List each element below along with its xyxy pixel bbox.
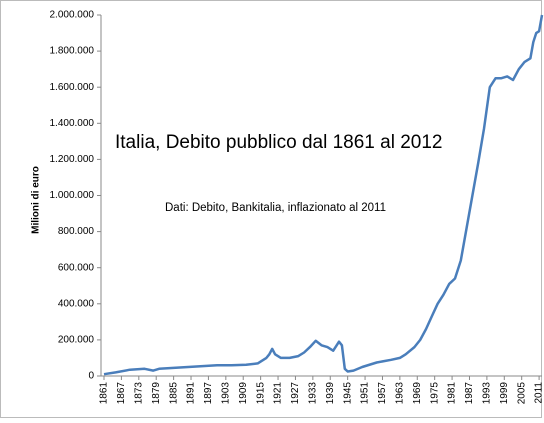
x-tick-label: 1909 [238, 382, 249, 405]
y-tick-label: 600.000 [58, 262, 95, 273]
y-tick-label: 1.000.000 [50, 190, 95, 201]
y-tick-label: 1.600.000 [50, 82, 95, 93]
y-tick-label: 1.200.000 [50, 154, 95, 165]
x-tick-label: 1903 [220, 382, 231, 405]
y-tick-label: 400.000 [58, 298, 95, 309]
x-tick-label: 1999 [499, 382, 510, 405]
x-tick-label: 1861 [99, 382, 110, 405]
x-tick-label: 1975 [429, 382, 440, 405]
x-tick-label: 1927 [290, 382, 301, 405]
x-tick-label: 1969 [412, 382, 423, 405]
chart-title: Italia, Debito pubblico dal 1861 al 2012 [115, 132, 442, 153]
chart-subtitle: Dati: Debito, Bankitalia, inflazionato a… [165, 202, 386, 214]
x-tick-label: 1897 [203, 382, 214, 405]
x-tick-label: 1939 [325, 382, 336, 405]
data-line [103, 14, 544, 376]
y-tick-label: 0 [88, 371, 94, 382]
x-tick-label: 1987 [464, 382, 475, 405]
y-tick-label: 800.000 [58, 226, 95, 237]
x-tick-label: 1873 [133, 382, 144, 405]
x-tick-label: 1963 [395, 382, 406, 405]
y-axis-label: Milioni di euro [31, 166, 42, 234]
y-tick-label: 1.800.000 [50, 46, 95, 57]
x-tick-label: 1885 [168, 382, 179, 405]
x-tick-label: 1951 [360, 382, 371, 405]
x-tick-label: 1945 [342, 382, 353, 405]
x-tick-label: 1957 [377, 382, 388, 405]
x-tick-label: 1921 [273, 382, 284, 405]
x-tick-label: 2011 [534, 382, 544, 404]
y-tick-label: 200.000 [58, 335, 95, 346]
x-tick-label: 1933 [307, 382, 318, 405]
x-tick-label: 1981 [447, 382, 458, 405]
x-tick-label: 2005 [516, 382, 527, 405]
x-tick-label: 1879 [151, 382, 162, 405]
x-tick-label: 1891 [186, 382, 197, 405]
x-tick-label: 1915 [255, 382, 266, 405]
y-tick-label: 1.400.000 [50, 118, 95, 129]
x-tick-label: 1993 [482, 382, 493, 405]
y-tick-label: 2.000.000 [50, 10, 95, 21]
x-tick-label: 1867 [116, 382, 127, 405]
